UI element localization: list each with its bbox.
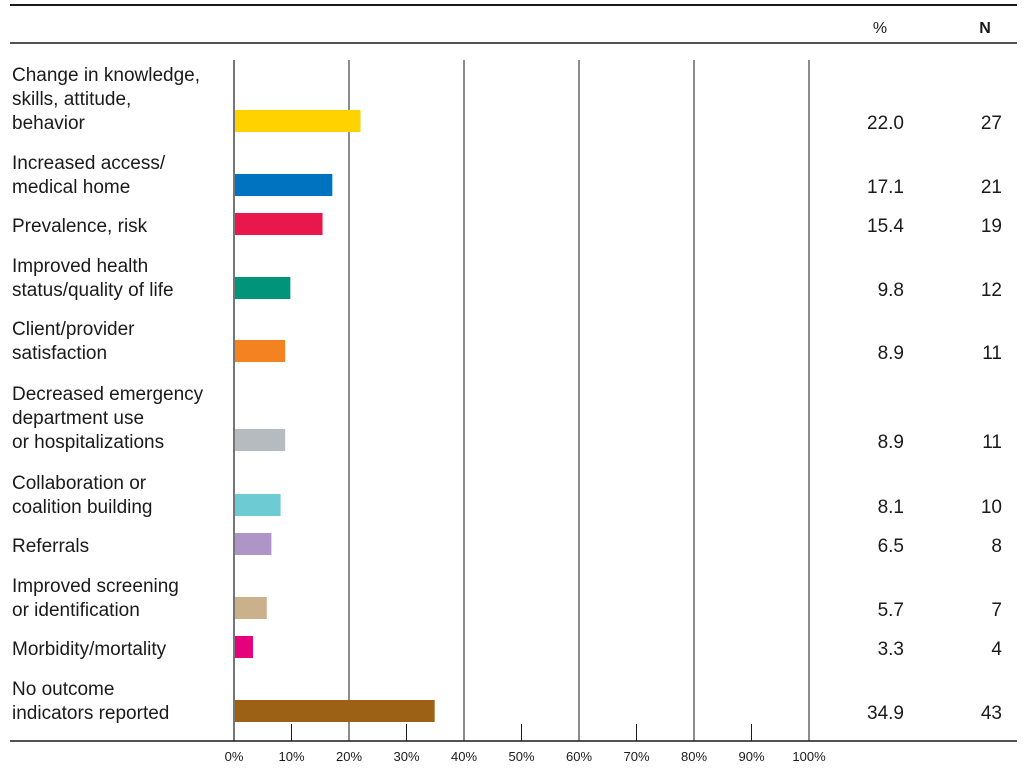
x-tick-label: 10% xyxy=(278,749,304,764)
count-value: 8 xyxy=(991,536,1002,557)
count-value: 19 xyxy=(981,216,1002,237)
category-label: No outcome xyxy=(12,679,114,700)
percent-value: 8.9 xyxy=(878,432,904,453)
bar xyxy=(235,700,435,722)
category-label: Prevalence, risk xyxy=(12,216,148,237)
count-value: 11 xyxy=(982,343,1002,364)
category-label: skills, attitude, xyxy=(12,89,131,110)
category-label: status/quality of life xyxy=(12,280,174,301)
category-label: Improved health xyxy=(12,256,148,277)
bar xyxy=(235,597,267,619)
category-label: medical home xyxy=(12,177,130,198)
bar xyxy=(235,277,291,299)
x-tick-label: 80% xyxy=(681,749,707,764)
x-tick-label: 60% xyxy=(566,749,592,764)
category-label: coalition building xyxy=(12,497,153,518)
count-value: 43 xyxy=(981,703,1002,724)
percent-value: 8.9 xyxy=(878,343,904,364)
percent-value: 22.0 xyxy=(867,113,904,134)
x-tick-label: 0% xyxy=(225,749,244,764)
bar xyxy=(235,429,286,451)
category-label: or hospitalizations xyxy=(12,432,164,453)
count-value: 21 xyxy=(981,177,1002,198)
bar xyxy=(235,636,253,658)
x-tick-label: 50% xyxy=(508,749,534,764)
category-label: or identification xyxy=(12,600,140,621)
category-label: Increased access/ xyxy=(12,153,166,174)
category-label: Collaboration or xyxy=(12,473,147,494)
x-axis: 0% 10% 20% 30% 40% 50% 60% 70% 80% 90% 100% xyxy=(225,724,826,764)
category-labels: Change in knowledge, skills, attitude, beh… xyxy=(12,65,204,724)
count-column: 27 21 19 12 11 11 10 8 7 4 43 xyxy=(981,113,1003,724)
bar xyxy=(235,213,323,235)
category-label: Client/provider xyxy=(12,319,135,340)
category-label: department use xyxy=(12,408,144,429)
count-value: 7 xyxy=(991,600,1002,621)
bar xyxy=(235,110,361,132)
percent-value: 15.4 xyxy=(867,216,904,237)
bar xyxy=(235,494,281,516)
percent-value: 9.8 xyxy=(878,280,904,301)
percent-value: 3.3 xyxy=(878,639,904,660)
count-value: 4 xyxy=(991,639,1002,660)
percent-column-header: % xyxy=(873,20,887,37)
bar xyxy=(235,533,272,555)
bar xyxy=(235,174,333,196)
percent-value: 8.1 xyxy=(878,497,904,518)
count-value: 12 xyxy=(981,280,1002,301)
value-column: 22.0 17.1 15.4 9.8 8.9 8.9 8.1 6.5 5.7 3.3 34.9 xyxy=(867,113,904,724)
count-column-header: N xyxy=(979,20,991,37)
percent-value: 34.9 xyxy=(867,703,904,724)
x-tick-label: 100% xyxy=(792,749,826,764)
x-tick-label: 90% xyxy=(738,749,764,764)
bars xyxy=(235,110,435,722)
category-label: Change in knowledge, xyxy=(12,65,200,86)
x-tick-label: 30% xyxy=(393,749,419,764)
percent-value: 5.7 xyxy=(878,600,904,621)
count-value: 10 xyxy=(981,497,1002,518)
category-label: Improved screening xyxy=(12,576,179,597)
category-label: Morbidity/mortality xyxy=(12,639,167,660)
category-label: behavior xyxy=(12,113,86,134)
category-label: Decreased emergency xyxy=(12,384,204,405)
x-tick-label: 40% xyxy=(451,749,477,764)
gridlines xyxy=(233,60,810,741)
category-label: satisfaction xyxy=(12,343,107,364)
x-tick-label: 20% xyxy=(336,749,362,764)
count-value: 27 xyxy=(981,113,1002,134)
count-value: 11 xyxy=(982,432,1002,453)
percent-value: 17.1 xyxy=(867,177,904,198)
category-label: Referrals xyxy=(12,536,89,557)
x-tick-label: 70% xyxy=(623,749,649,764)
bar xyxy=(235,340,286,362)
percent-value: 6.5 xyxy=(878,536,904,557)
category-label: indicators reported xyxy=(12,703,169,724)
